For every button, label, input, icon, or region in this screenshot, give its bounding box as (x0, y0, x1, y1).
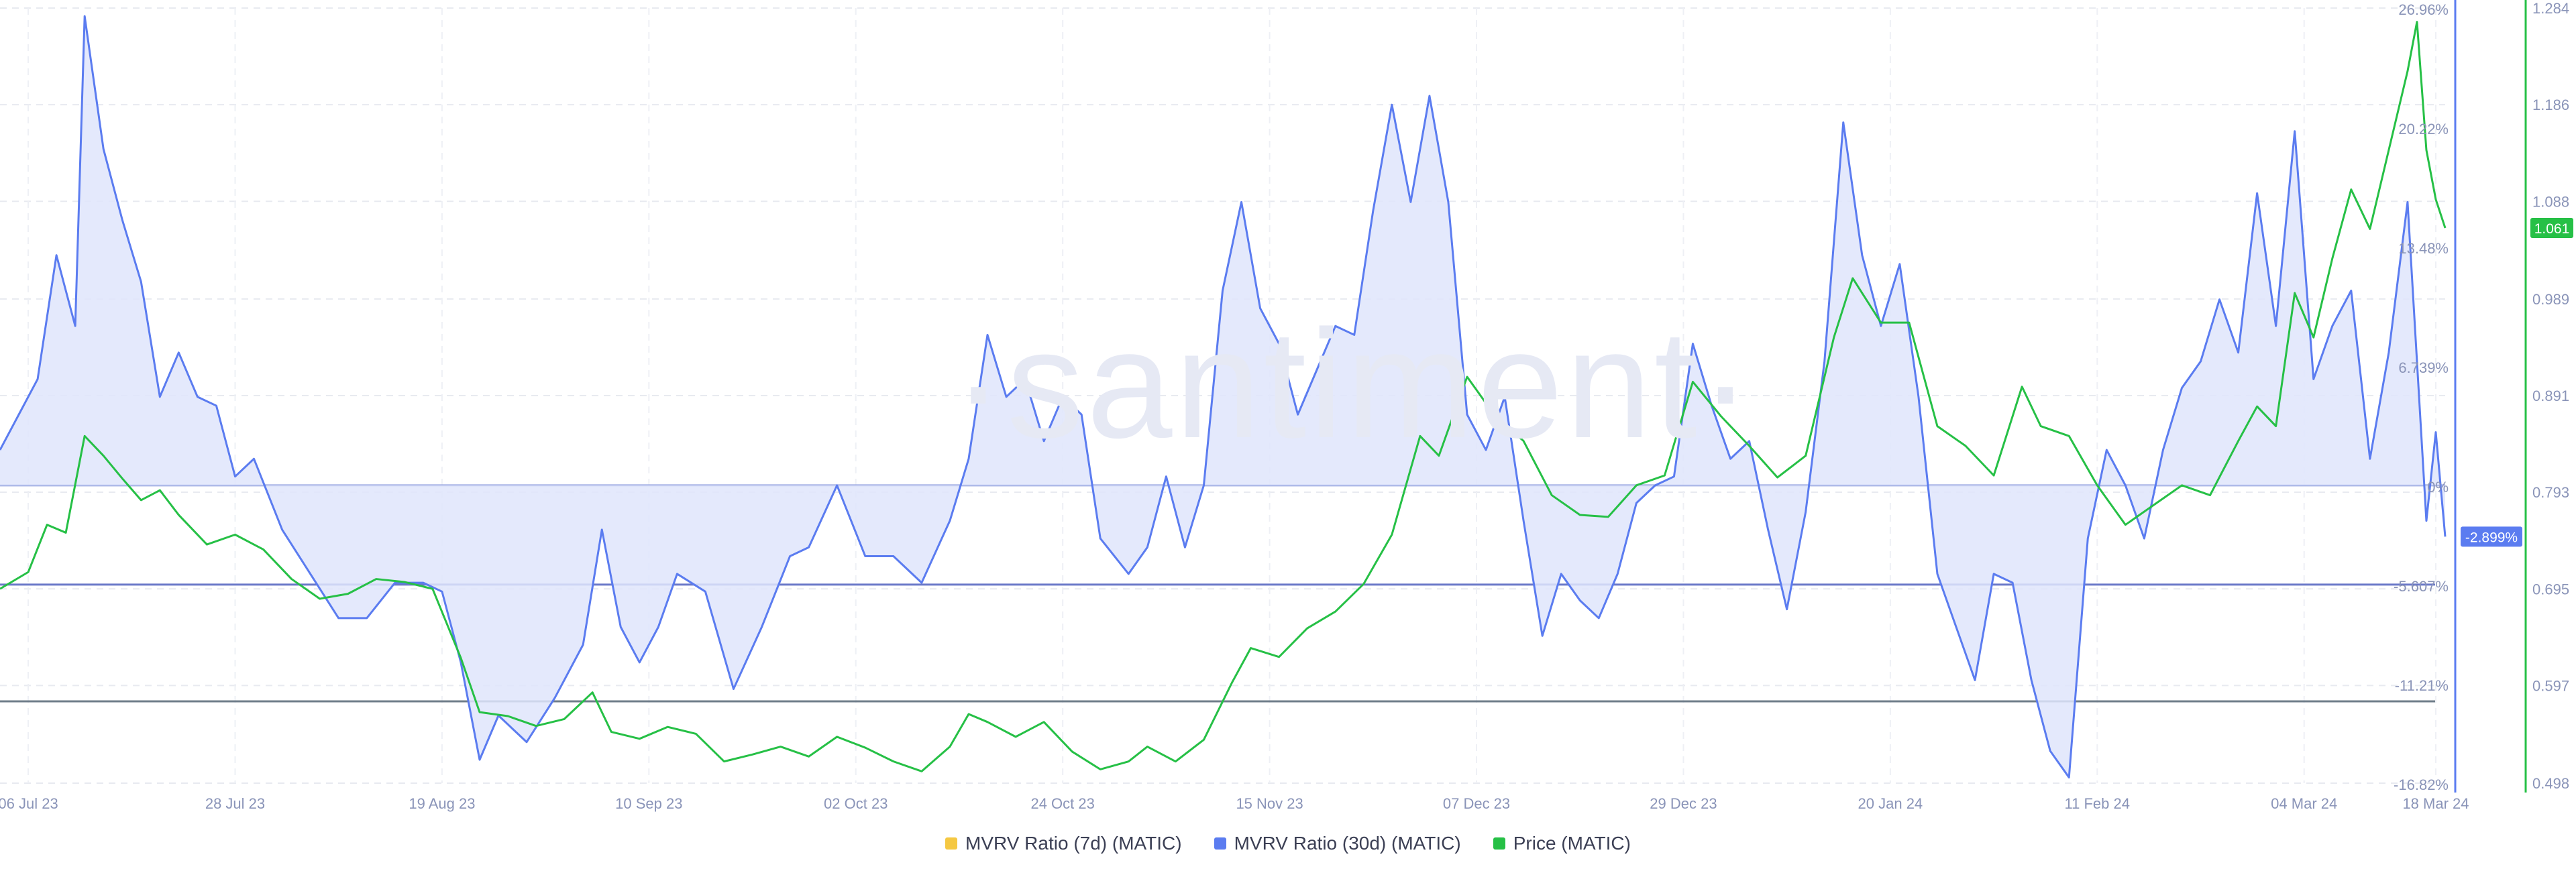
price-value-label: 1.061 (2534, 221, 2570, 237)
price-value-badge (2530, 217, 2573, 238)
y-right-tick-label: 0.891 (2532, 388, 2569, 404)
legend-label-price: Price (MATIC) (1513, 833, 1631, 854)
x-tick-label: 11 Feb 24 (2065, 795, 2130, 812)
y-left-tick-label: 20.22% (2398, 121, 2449, 137)
mvrv-30d-line (0, 15, 2447, 779)
x-tick-label: 29 Dec 23 (1650, 795, 1717, 812)
legend-item-mvrv-7d[interactable]: MVRV Ratio (7d) (MATIC) (945, 833, 1182, 854)
x-tick-label: 06 Jul 23 (0, 795, 58, 812)
y-right-tick-label: 0.793 (2532, 484, 2569, 501)
y-left-tick-label: -11.21% (2395, 677, 2449, 694)
legend-item-mvrv-30d[interactable]: MVRV Ratio (30d) (MATIC) (1214, 833, 1461, 854)
x-tick-label: 07 Dec 23 (1443, 795, 1510, 812)
x-tick-label: 18 Mar 24 (2402, 795, 2469, 812)
x-tick-label: 24 Oct 23 (1030, 795, 1094, 812)
mvrv-30d-value-label: -2.899% (2465, 530, 2518, 545)
x-tick-label: 10 Sep 23 (615, 795, 682, 812)
y-left-tick-label: 0% (2427, 479, 2449, 495)
x-tick-label: 04 Mar 24 (2271, 795, 2337, 812)
y-right-tick-label: 0.498 (2532, 775, 2569, 792)
y-left-tick-label: 13.48% (2398, 240, 2449, 257)
x-tick-label: 15 Nov 23 (1236, 795, 1303, 812)
y-left-tick-label: -5.607% (2394, 578, 2449, 595)
y-right-tick-label: 0.597 (2532, 677, 2569, 694)
y-right-tick-label: 1.284 (2532, 0, 2569, 17)
legend-swatch-mvrv-30d (1214, 837, 1226, 850)
legend-label-mvrv-30d: MVRV Ratio (30d) (MATIC) (1234, 833, 1461, 854)
y-left-tick-label: 6.739% (2398, 359, 2449, 376)
price-line (0, 21, 2447, 772)
legend-swatch-mvrv-7d (945, 837, 958, 850)
y-right-tick-label: 0.989 (2532, 291, 2569, 308)
x-tick-label: 02 Oct 23 (824, 795, 888, 812)
mvrv-30d-area (0, 16, 2445, 778)
y-left-tick-label: -16.82% (2394, 776, 2449, 793)
legend-label-mvrv-7d: MVRV Ratio (7d) (MATIC) (965, 833, 1182, 854)
y-left-tick-label: 26.96% (2398, 1, 2449, 18)
y-right-tick-label: 0.695 (2532, 581, 2569, 597)
legend-swatch-price (1493, 837, 1505, 850)
x-tick-label: 19 Aug 23 (409, 795, 475, 812)
x-tick-label: 28 Jul 23 (205, 795, 265, 812)
y-right-tick-label: 1.186 (2532, 97, 2569, 113)
chart-legend: MVRV Ratio (7d) (MATIC) MVRV Ratio (30d)… (0, 829, 2576, 858)
x-tick-label: 20 Jan 24 (1858, 795, 1923, 812)
mvrv-30d-value-badge (2461, 526, 2522, 547)
y-right-tick-label: 1.088 (2532, 193, 2569, 210)
legend-item-price[interactable]: Price (MATIC) (1493, 833, 1631, 854)
